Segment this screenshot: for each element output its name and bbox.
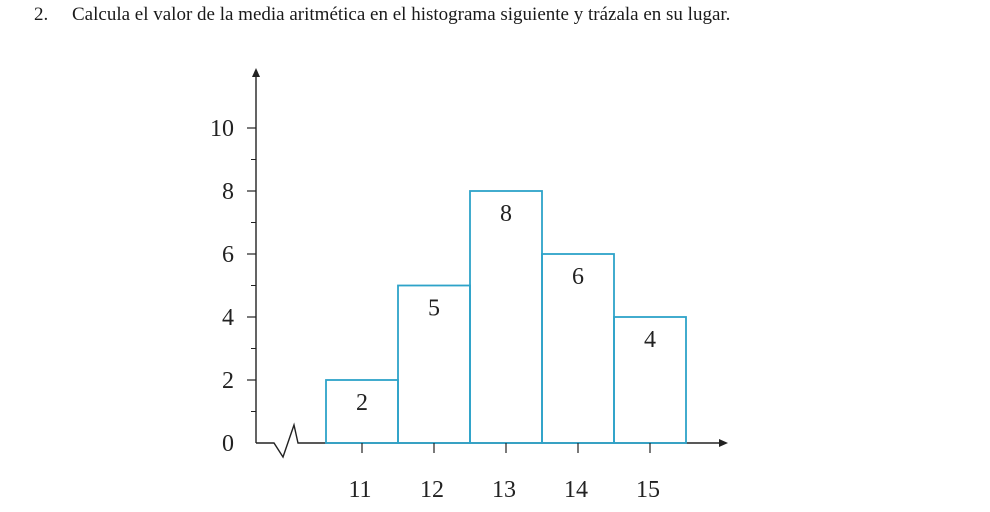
bar-value-label: 6 xyxy=(572,264,584,290)
histogram-bar xyxy=(469,190,543,444)
bar-value-label: 2 xyxy=(356,390,368,416)
problem-number: 2. xyxy=(34,4,49,25)
x-tick-label: 14 xyxy=(564,477,588,503)
problem-text: Calcula el valor de la media aritmética … xyxy=(72,4,731,25)
x-tick-label: 11 xyxy=(348,477,371,503)
bar-value-label: 8 xyxy=(500,201,512,227)
y-tick-label: 10 xyxy=(210,116,234,142)
y-tick-label: 8 xyxy=(222,179,234,205)
x-tick-label: 13 xyxy=(492,477,516,503)
y-tick-label: 0 xyxy=(222,431,234,457)
x-axis-arrow xyxy=(719,439,728,447)
y-tick-label: 2 xyxy=(222,368,234,394)
bar-value-label: 5 xyxy=(428,296,440,322)
y-tick-label: 4 xyxy=(222,305,234,331)
bar-value-label: 4 xyxy=(644,327,656,353)
x-tick-label: 15 xyxy=(636,477,660,503)
x-tick-label: 12 xyxy=(420,477,444,503)
problem-statement: 2. Calcula el valor de la media aritmétic… xyxy=(34,4,730,26)
y-axis-arrow xyxy=(252,68,260,77)
y-tick-label: 6 xyxy=(222,242,234,268)
